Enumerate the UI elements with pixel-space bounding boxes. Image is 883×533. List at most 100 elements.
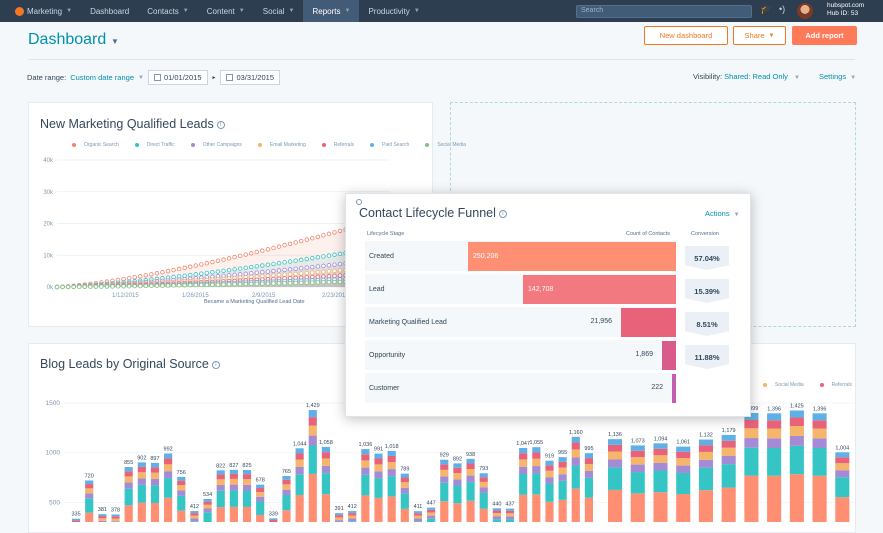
bar-segment[interactable] <box>229 478 238 485</box>
bar-segment[interactable] <box>835 470 850 478</box>
bar-segment[interactable] <box>453 503 462 522</box>
bar-segment[interactable] <box>571 457 580 466</box>
bar-segment[interactable] <box>630 472 645 494</box>
bar-segment[interactable] <box>348 521 357 522</box>
bar-segment[interactable] <box>282 484 291 490</box>
data-point[interactable] <box>249 251 254 256</box>
bar-segment[interactable] <box>282 489 291 496</box>
data-point[interactable] <box>282 281 287 286</box>
bar-segment[interactable] <box>630 464 645 473</box>
data-point[interactable] <box>332 268 337 274</box>
data-point[interactable] <box>276 260 282 266</box>
data-point[interactable] <box>104 284 110 289</box>
data-point[interactable] <box>132 275 137 280</box>
bar-segment[interactable] <box>698 451 713 460</box>
data-point[interactable] <box>332 252 337 257</box>
data-point[interactable] <box>254 249 259 255</box>
bar-segment[interactable] <box>111 521 120 522</box>
data-point[interactable] <box>187 264 193 269</box>
data-point[interactable] <box>315 264 321 269</box>
visibility-value[interactable]: Shared: Read Only <box>724 72 788 81</box>
bar-segment[interactable] <box>558 474 567 481</box>
bar-segment[interactable] <box>387 462 396 470</box>
bar-segment[interactable] <box>229 490 238 507</box>
bar-segment[interactable] <box>698 459 713 468</box>
bar-segment[interactable] <box>308 445 317 474</box>
bar-segment[interactable] <box>558 461 567 468</box>
data-point[interactable] <box>271 273 276 278</box>
bar-segment[interactable] <box>335 513 344 516</box>
data-point[interactable] <box>165 283 171 288</box>
bar-segment[interactable] <box>505 510 515 514</box>
bar-segment[interactable] <box>308 473 317 522</box>
bar-segment[interactable] <box>812 447 827 476</box>
bar-segment[interactable] <box>721 447 736 456</box>
bar-segment[interactable] <box>137 466 146 473</box>
bar-segment[interactable] <box>387 469 396 477</box>
bar-segment[interactable] <box>653 462 668 471</box>
data-point[interactable] <box>321 254 326 259</box>
data-point[interactable] <box>321 233 326 238</box>
data-point[interactable] <box>143 283 148 289</box>
data-point[interactable] <box>332 273 337 279</box>
data-point[interactable] <box>260 269 265 275</box>
bar-segment[interactable] <box>321 458 331 466</box>
actions-menu[interactable]: Actions ▼ <box>705 209 740 218</box>
bar-segment[interactable] <box>676 451 691 459</box>
data-point[interactable] <box>182 283 187 288</box>
bar-segment[interactable] <box>453 467 462 474</box>
bar-segment[interactable] <box>479 481 488 488</box>
bar-segment[interactable] <box>335 520 344 522</box>
data-point[interactable] <box>54 284 60 290</box>
bar-segment[interactable] <box>124 482 133 489</box>
bar-segment[interactable] <box>558 499 567 522</box>
bar-segment[interactable] <box>721 487 736 522</box>
bar-segment[interactable] <box>295 474 304 495</box>
bar-segment[interactable] <box>361 449 370 455</box>
bar-segment[interactable] <box>85 488 94 494</box>
bar-segment[interactable] <box>744 413 759 420</box>
bar-segment[interactable] <box>653 492 668 522</box>
chevron-down-icon[interactable]: ▼ <box>111 37 119 46</box>
bar-segment[interactable] <box>256 484 265 489</box>
bar-segment[interactable] <box>256 514 265 522</box>
bar-segment[interactable] <box>519 494 528 522</box>
bar-segment[interactable] <box>584 458 594 465</box>
bar-segment[interactable] <box>721 434 736 441</box>
bar-segment[interactable] <box>440 459 449 465</box>
bar-segment[interactable] <box>584 464 594 471</box>
drag-handle-icon[interactable] <box>356 199 362 205</box>
data-point[interactable] <box>310 255 315 261</box>
bar-segment[interactable] <box>242 490 252 507</box>
data-point[interactable] <box>154 271 160 276</box>
legend-item[interactable]: Organic Search <box>72 142 127 148</box>
data-point[interactable] <box>232 267 237 272</box>
bar-segment[interactable] <box>558 480 567 500</box>
data-point[interactable] <box>293 271 298 277</box>
bar-segment[interactable] <box>124 505 133 522</box>
bar-segment[interactable] <box>676 458 691 466</box>
legend-item[interactable]: Social Media <box>763 382 812 388</box>
bar-segment[interactable] <box>545 483 554 502</box>
bar-segment[interactable] <box>348 515 357 519</box>
bar-segment[interactable] <box>453 479 462 486</box>
data-point[interactable] <box>204 261 210 266</box>
data-point[interactable] <box>160 283 165 288</box>
bar-segment[interactable] <box>374 458 383 465</box>
bar-segment[interactable] <box>466 463 475 470</box>
bar-segment[interactable] <box>835 497 850 522</box>
data-point[interactable] <box>199 282 204 288</box>
bar-segment[interactable] <box>400 482 409 488</box>
data-point[interactable] <box>193 272 198 277</box>
data-point[interactable] <box>187 272 193 278</box>
bar-segment[interactable] <box>571 449 580 458</box>
data-point[interactable] <box>299 257 304 263</box>
data-point[interactable] <box>182 265 187 271</box>
bar-segment[interactable] <box>767 428 782 439</box>
data-point[interactable] <box>126 283 132 289</box>
data-point[interactable] <box>337 261 343 267</box>
bar-segment[interactable] <box>348 511 357 514</box>
data-point[interactable] <box>176 266 182 272</box>
bar-segment[interactable] <box>216 474 225 480</box>
bar-segment[interactable] <box>532 447 541 453</box>
